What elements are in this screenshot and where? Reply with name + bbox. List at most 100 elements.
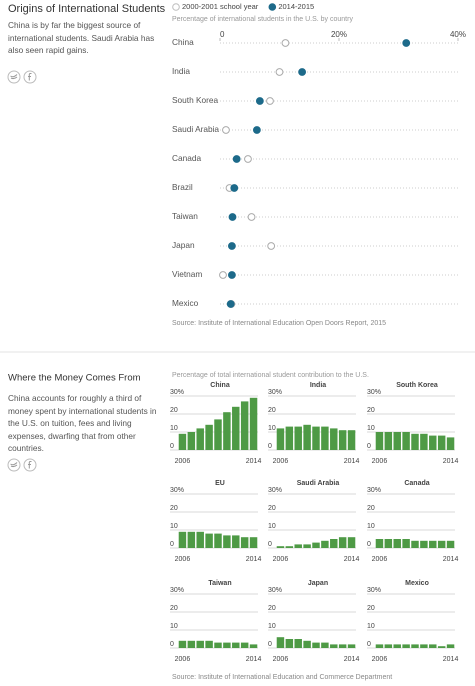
bar xyxy=(384,644,393,648)
bar xyxy=(384,539,393,548)
bar xyxy=(285,639,294,648)
y-tick-label: 30% xyxy=(367,587,381,594)
bar xyxy=(196,640,204,648)
bar xyxy=(276,637,285,648)
bar xyxy=(178,640,187,648)
bar xyxy=(214,419,222,450)
bar xyxy=(232,535,240,548)
bar xyxy=(276,428,285,450)
y-tick-label: 0 xyxy=(268,541,272,548)
bar xyxy=(375,432,384,450)
bar xyxy=(375,539,384,548)
dot xyxy=(222,126,230,134)
dot xyxy=(230,184,239,192)
bar xyxy=(285,426,294,450)
bar xyxy=(330,428,338,450)
legend-marker xyxy=(172,3,180,11)
x-tick-label: 2006 xyxy=(372,458,388,465)
x-tick-label: 2014 xyxy=(443,656,459,663)
y-tick-label: 0 xyxy=(170,541,174,548)
bar xyxy=(338,644,347,648)
bar xyxy=(303,640,311,648)
bar xyxy=(196,428,204,450)
bar xyxy=(446,540,455,548)
x-tick-label: 2006 xyxy=(273,556,289,563)
x-tick-label: 2014 xyxy=(443,556,459,563)
bar xyxy=(205,640,213,648)
bar xyxy=(420,433,428,450)
bar xyxy=(240,401,249,450)
bar xyxy=(393,644,401,648)
bar xyxy=(437,646,446,648)
x-tick-label: 2006 xyxy=(273,458,289,465)
chart-title: Where the Money Comes From xyxy=(8,373,141,384)
x-tick-label: 20% xyxy=(331,30,347,39)
bar xyxy=(223,412,231,450)
x-tick-label: 2006 xyxy=(372,556,388,563)
bar xyxy=(249,537,258,548)
y-tick-label: 10 xyxy=(268,425,276,432)
y-tick-label: 10 xyxy=(170,425,178,432)
bar xyxy=(276,546,285,548)
panel-title: India xyxy=(310,382,326,389)
x-tick-label: 2006 xyxy=(175,458,191,465)
bar xyxy=(402,432,410,450)
panel-title: Japan xyxy=(308,580,328,587)
y-tick-label: 30% xyxy=(367,487,381,494)
x-tick-label: 2014 xyxy=(246,656,262,663)
bar xyxy=(303,424,311,450)
bar xyxy=(294,639,302,648)
bar xyxy=(214,533,222,548)
y-tick-label: 0 xyxy=(367,641,371,648)
y-tick-label: 20 xyxy=(367,407,375,414)
y-tick-label: 30% xyxy=(170,389,184,396)
category-label: South Korea xyxy=(172,95,219,105)
dot xyxy=(266,97,274,105)
y-tick-label: 30% xyxy=(367,389,381,396)
dot xyxy=(298,68,307,76)
bar xyxy=(285,546,294,548)
y-tick-label: 10 xyxy=(367,425,375,432)
y-tick-label: 20 xyxy=(268,407,276,414)
y-tick-label: 20 xyxy=(170,505,178,512)
bar xyxy=(330,539,338,548)
y-tick-label: 0 xyxy=(170,443,174,450)
subtitle: Percentage of international students in … xyxy=(172,16,353,23)
bar xyxy=(437,540,446,548)
bar xyxy=(384,432,393,450)
x-tick-label: 2006 xyxy=(175,656,191,663)
panel-title: China xyxy=(210,382,230,389)
bar xyxy=(205,424,213,450)
dot xyxy=(255,97,264,105)
bar xyxy=(393,539,401,548)
dot xyxy=(228,213,237,221)
bar xyxy=(420,644,428,648)
chart-title: Origins of International Students xyxy=(8,3,166,15)
y-tick-label: 0 xyxy=(268,443,272,450)
y-tick-label: 20 xyxy=(268,505,276,512)
bar xyxy=(402,644,410,648)
bar xyxy=(187,432,196,450)
subtitle: Percentage of total international studen… xyxy=(172,372,369,379)
bar xyxy=(437,435,446,450)
dot xyxy=(267,242,276,250)
y-tick-label: 20 xyxy=(170,407,178,414)
y-tick-label: 30% xyxy=(268,389,282,396)
x-tick-label: 2006 xyxy=(175,556,191,563)
dot xyxy=(226,300,235,308)
facebook-icon[interactable] xyxy=(23,70,37,84)
facebook-icon[interactable] xyxy=(23,458,37,472)
twitter-icon[interactable] xyxy=(7,458,21,472)
y-tick-label: 10 xyxy=(367,623,375,630)
y-tick-label: 10 xyxy=(268,623,276,630)
source: Source: Institute of International Educa… xyxy=(172,320,386,327)
y-tick-label: 10 xyxy=(170,623,178,630)
bar xyxy=(429,644,437,648)
y-tick-label: 10 xyxy=(170,523,178,530)
bar xyxy=(411,644,419,648)
x-tick-label: 2014 xyxy=(246,458,262,465)
bar xyxy=(205,533,213,548)
bar xyxy=(232,406,240,450)
twitter-icon[interactable] xyxy=(7,70,21,84)
y-tick-label: 30% xyxy=(170,587,184,594)
